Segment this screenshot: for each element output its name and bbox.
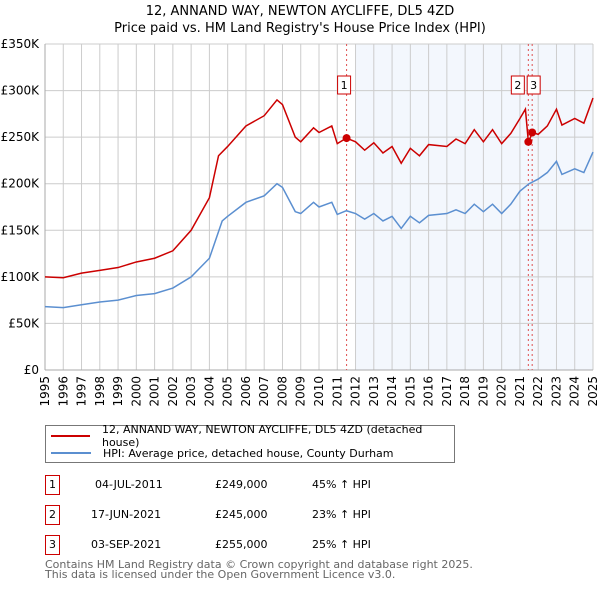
sale-hpi: 23% ↑ HPI xyxy=(312,508,371,521)
sale-label: 1 xyxy=(341,79,348,92)
x-tick-label: 2015 xyxy=(403,376,417,407)
x-tick-label: 1999 xyxy=(111,376,125,407)
x-tick-label: 2022 xyxy=(531,376,545,407)
y-tick-label: £0 xyxy=(24,363,39,377)
x-tick-label: 2001 xyxy=(148,376,162,407)
x-tick-label: 2018 xyxy=(458,376,472,407)
x-tick-label: 2020 xyxy=(495,376,509,407)
sale-marker-box: 3 xyxy=(45,535,60,555)
sale-price: £249,000 xyxy=(215,478,268,491)
x-tick-label: 2024 xyxy=(568,376,582,407)
x-tick-label: 1996 xyxy=(56,376,70,407)
x-tick-label: 2013 xyxy=(367,376,381,407)
sale-date: 04-JUL-2011 xyxy=(95,478,163,491)
sale-point xyxy=(524,137,533,146)
y-tick-label: £200K xyxy=(1,177,41,191)
x-tick-label: 1997 xyxy=(75,376,89,407)
sale-label: 2 xyxy=(514,79,521,92)
x-tick-label: 2011 xyxy=(330,376,344,407)
legend-label: 12, ANNAND WAY, NEWTON AYCLIFFE, DL5 4ZD… xyxy=(101,423,423,449)
x-tick-label: 1995 xyxy=(38,376,52,407)
series-line xyxy=(44,151,594,309)
x-tick-label: 2009 xyxy=(294,376,308,407)
chart-subtitle: Price paid vs. HM Land Registry's House … xyxy=(114,21,486,36)
x-tick-label: 2003 xyxy=(184,376,198,407)
x-tick-label: 2010 xyxy=(312,376,326,407)
legend-label: HPI: Average price, detached house, Coun… xyxy=(103,446,394,460)
x-tick-label: 2019 xyxy=(476,376,490,407)
chart-title: 12, ANNAND WAY, NEWTON AYCLIFFE, DL5 4ZD xyxy=(145,4,455,19)
sale-label-box xyxy=(526,75,541,95)
legend: 12, ANNAND WAY, NEWTON AYCLIFFE, DL5 4ZD… xyxy=(45,423,455,463)
sale-marker-box: 1 xyxy=(45,475,60,495)
y-tick-label: £150K xyxy=(1,223,41,237)
sale-point xyxy=(528,128,537,137)
y-tick-label: £50K xyxy=(8,316,40,330)
legend-item-property: 12, ANNAND WAY, NEWTON AYCLIFFE, DL5 4ZD… xyxy=(46,423,454,449)
x-tick-label: 2007 xyxy=(257,376,271,407)
x-tick-label: 2012 xyxy=(349,376,363,407)
sale-date: 03-SEP-2021 xyxy=(91,538,162,551)
sale-marker-box: 2 xyxy=(45,505,60,525)
sale-price: £245,000 xyxy=(215,508,268,521)
sale-label: 3 xyxy=(530,79,537,92)
sale-hpi: 25% ↑ HPI xyxy=(312,538,371,551)
y-tick-label: £350K xyxy=(1,37,41,51)
x-tick-label: 2005 xyxy=(221,376,235,407)
x-tick-label: 2000 xyxy=(129,376,143,407)
legend-swatch-blue xyxy=(51,452,91,454)
sale-price: £255,000 xyxy=(215,538,268,551)
x-tick-label: 2016 xyxy=(422,376,436,407)
sale-hpi: 45% ↑ HPI xyxy=(312,478,371,491)
footer-line: Contains HM Land Registry data © Crown c… xyxy=(45,558,473,571)
footer-line: This data is licensed under the Open Gov… xyxy=(45,568,396,581)
y-tick-label: £300K xyxy=(1,84,41,98)
plot-area: 1995 1996 1997 1998 1999 2000 2001 2002 2003 2004… xyxy=(1,37,600,407)
shaded-region xyxy=(355,44,593,370)
series-line xyxy=(44,97,594,279)
x-tick-label: 2023 xyxy=(549,376,563,407)
x-tick-label: 2021 xyxy=(513,376,527,407)
x-tick-label: 1998 xyxy=(93,376,107,407)
sale-date: 17-JUN-2021 xyxy=(91,508,162,521)
x-tick-label: 2025 xyxy=(586,376,600,407)
footer: Contains HM Land Registry data © Crown c… xyxy=(45,558,473,581)
legend-swatch-red xyxy=(51,435,90,437)
y-tick-label: £100K xyxy=(1,270,41,284)
x-tick-label: 2014 xyxy=(385,376,399,407)
legend-item-hpi: HPI: Average price, detached house, Coun… xyxy=(46,445,394,461)
x-tick-label: 2004 xyxy=(202,376,216,407)
x-tick-label: 2002 xyxy=(166,376,180,407)
x-tick-label: 2017 xyxy=(440,376,454,407)
sale-point xyxy=(342,134,351,143)
sale-label-box xyxy=(510,75,525,95)
x-tick-label: 2006 xyxy=(239,376,253,407)
sale-label-box xyxy=(337,75,352,95)
y-tick-label: £250K xyxy=(1,130,41,144)
x-tick-label: 2008 xyxy=(275,376,289,407)
